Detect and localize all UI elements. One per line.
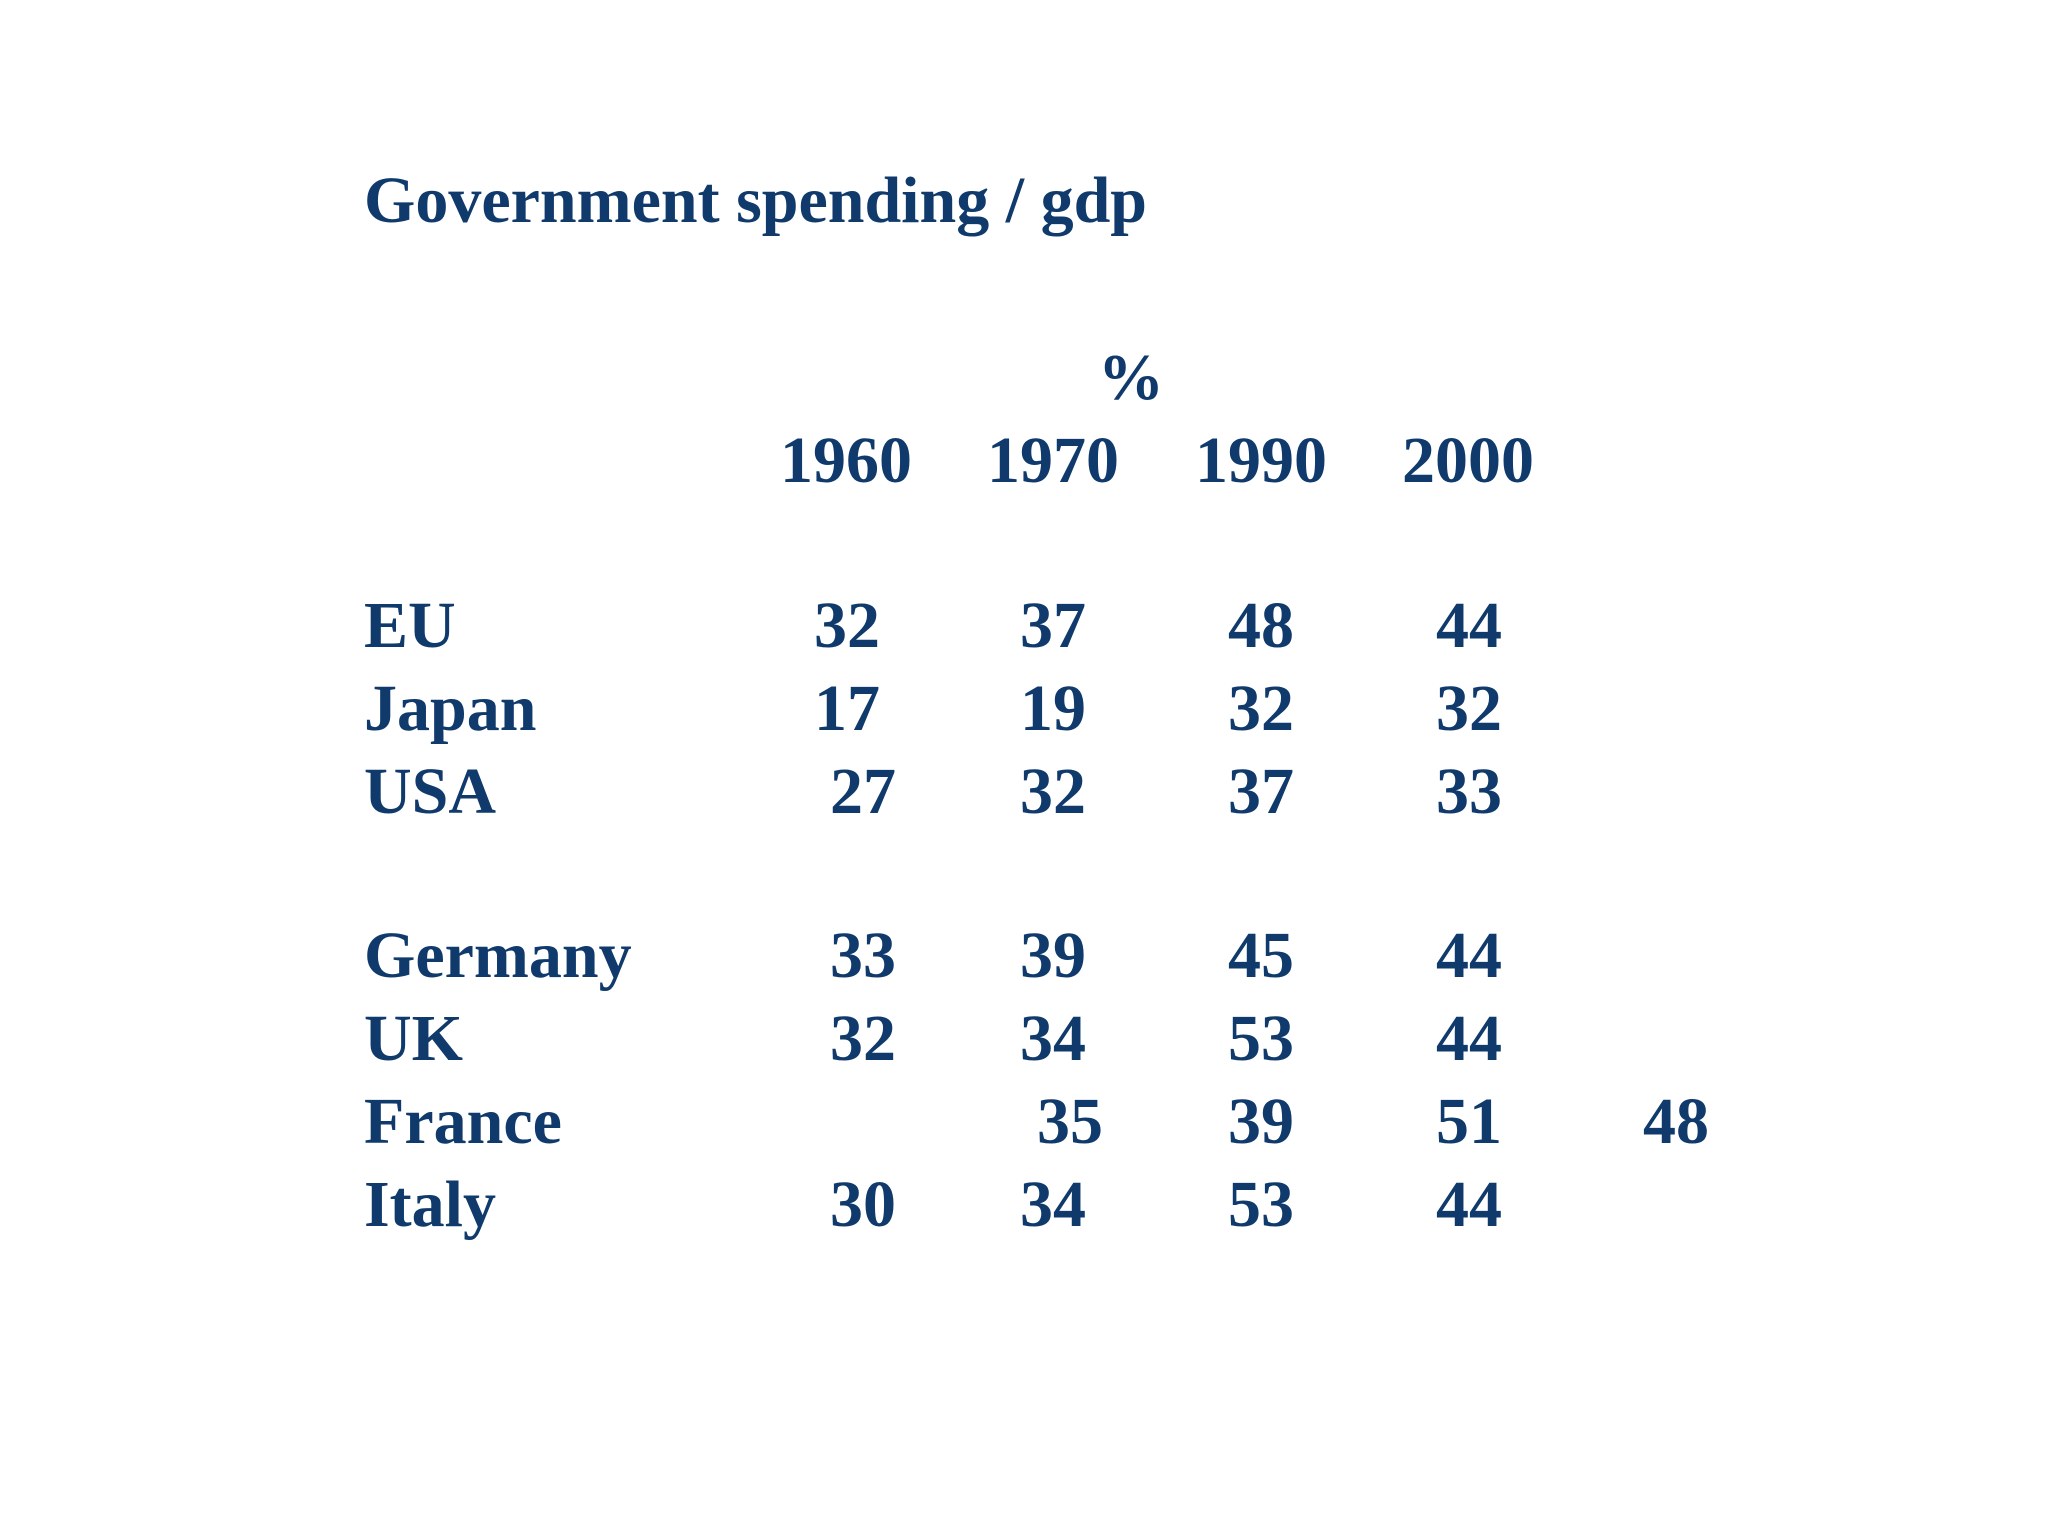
row-label: EU: [364, 589, 456, 662]
table-row-germany: Germany 33 39 45 44: [0, 923, 2048, 993]
table-cell: 32: [830, 1002, 896, 1075]
year-header-row: 1960 1970 1990 2000: [0, 428, 2048, 498]
row-label: Japan: [364, 672, 537, 745]
table-cell: 44: [1436, 1002, 1502, 1075]
table-cell: 53: [1228, 1002, 1294, 1075]
table-cell: 48: [1228, 589, 1294, 662]
table-cell: 32: [1020, 755, 1086, 828]
table-cell: 27: [830, 755, 896, 828]
table-cell: 35: [1037, 1085, 1103, 1158]
table-cell: 34: [1020, 1002, 1086, 1075]
table-cell: 45: [1228, 919, 1294, 992]
row-label: USA: [364, 755, 497, 828]
table-cell: 19: [1020, 672, 1086, 745]
table-row-uk: UK 32 34 53 44: [0, 1006, 2048, 1076]
table-cell: 44: [1436, 589, 1502, 662]
table-row-japan: Japan 17 19 32 32: [0, 676, 2048, 746]
row-label: France: [364, 1085, 562, 1158]
year-header-1960: 1960: [780, 424, 912, 497]
row-label: UK: [364, 1002, 463, 1075]
year-header-2000: 2000: [1402, 424, 1534, 497]
table-row-italy: Italy 30 34 53 44: [0, 1172, 2048, 1242]
table-cell: 33: [1436, 755, 1502, 828]
table-cell: 39: [1020, 919, 1086, 992]
row-label: Germany: [364, 919, 632, 992]
table-cell: 44: [1436, 919, 1502, 992]
table-row-eu: EU 32 37 48 44: [0, 593, 2048, 663]
year-header-1970: 1970: [987, 424, 1119, 497]
table-cell: 48: [1643, 1085, 1709, 1158]
table-cell: 37: [1228, 755, 1294, 828]
year-header-1990: 1990: [1195, 424, 1327, 497]
table-cell: 44: [1436, 1168, 1502, 1241]
table-cell: 30: [830, 1168, 896, 1241]
table-cell: 39: [1228, 1085, 1294, 1158]
table-cell: 32: [1228, 672, 1294, 745]
table-cell: 34: [1020, 1168, 1086, 1241]
table-cell: 17: [814, 672, 880, 745]
table-cell: 51: [1436, 1085, 1502, 1158]
table-cell: 37: [1020, 589, 1086, 662]
table-cell: 32: [1436, 672, 1502, 745]
row-label: Italy: [364, 1168, 496, 1241]
table-row-france: France 35 39 51 48: [0, 1089, 2048, 1159]
page-title: Government spending / gdp: [364, 164, 1147, 237]
table-cell: 32: [814, 589, 880, 662]
table-row-usa: USA 27 32 37 33: [0, 759, 2048, 829]
table-cell: 53: [1228, 1168, 1294, 1241]
table-cell: 33: [830, 919, 896, 992]
unit-label: %: [1098, 341, 1164, 414]
